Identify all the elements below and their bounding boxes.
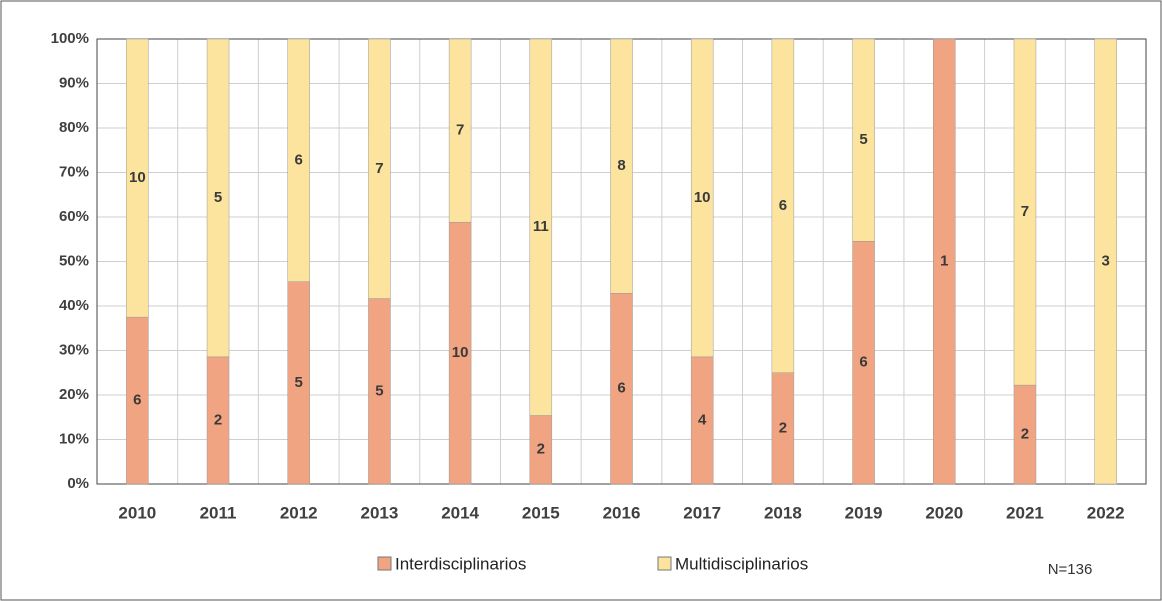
data-label: 2	[1021, 426, 1029, 443]
y-tick-label: 50%	[59, 252, 89, 269]
data-label: 8	[617, 157, 625, 174]
y-tick-label: 30%	[59, 341, 89, 358]
bar-segment	[287, 38, 310, 282]
data-label: 2	[214, 411, 222, 428]
y-tick-label: 20%	[59, 386, 89, 403]
bar-segment	[771, 38, 795, 373]
x-tick-label: 2020	[925, 503, 963, 522]
y-tick-label: 80%	[59, 119, 89, 136]
data-label: 5	[375, 382, 383, 399]
y-tick-label: 0%	[67, 475, 89, 492]
data-label: 10	[452, 344, 469, 361]
data-label: 2	[537, 441, 545, 458]
bar-segment	[368, 38, 391, 299]
legend-label: Multidisciplinarios	[675, 554, 808, 573]
y-tick-label: 10%	[59, 430, 89, 447]
data-label: 4	[698, 411, 707, 428]
x-tick-label: 2012	[280, 503, 318, 522]
data-label: 10	[129, 169, 146, 186]
bar-segment	[852, 38, 875, 242]
data-label: 7	[375, 160, 383, 177]
x-tick-label: 2019	[845, 503, 883, 522]
x-tick-label: 2011	[200, 503, 237, 522]
bar-segment	[1094, 38, 1117, 485]
data-label: 6	[295, 151, 303, 168]
data-label: 2	[779, 419, 787, 436]
bar-segment	[933, 38, 956, 485]
y-tick-label: 90%	[59, 74, 89, 91]
bar-segment	[1013, 38, 1037, 386]
x-tick-label: 2015	[522, 503, 560, 522]
x-tick-label: 2022	[1087, 503, 1125, 522]
x-tick-label: 2017	[683, 503, 721, 522]
data-label: 6	[133, 392, 141, 409]
data-label: 6	[779, 197, 787, 214]
data-label: 11	[533, 218, 549, 235]
legend-label: Interdisciplinarios	[395, 554, 526, 573]
bar-segment	[126, 38, 149, 318]
y-tick-label: 60%	[59, 208, 89, 225]
legend-swatch	[377, 556, 392, 571]
bar-segment	[610, 38, 633, 294]
data-label: 7	[1021, 203, 1029, 220]
bar-segment	[690, 38, 714, 358]
x-tick-label: 2021	[1006, 503, 1044, 522]
data-label: 6	[859, 354, 867, 371]
y-tick-label: 100%	[51, 30, 89, 47]
data-label: 5	[295, 374, 303, 391]
data-label: 10	[694, 189, 711, 206]
data-label: 3	[1101, 252, 1109, 269]
x-tick-label: 2013	[361, 503, 399, 522]
data-label: 1	[940, 252, 948, 269]
annotation: N=136	[1048, 561, 1093, 578]
x-tick-label: 2016	[603, 503, 641, 522]
bar-segment	[529, 38, 553, 416]
data-label: 5	[214, 189, 222, 206]
data-label: 7	[456, 122, 464, 139]
legend-swatch	[657, 556, 672, 571]
x-tick-label: 2014	[441, 503, 479, 522]
y-tick-label: 40%	[59, 297, 89, 314]
x-tick-label: 2018	[764, 503, 802, 522]
bar-segment	[448, 38, 472, 223]
bar-segment	[206, 38, 230, 358]
y-tick-label: 70%	[59, 163, 89, 180]
x-tick-label: 2010	[118, 503, 156, 522]
data-label: 6	[617, 380, 625, 397]
data-label: 5	[859, 131, 867, 148]
